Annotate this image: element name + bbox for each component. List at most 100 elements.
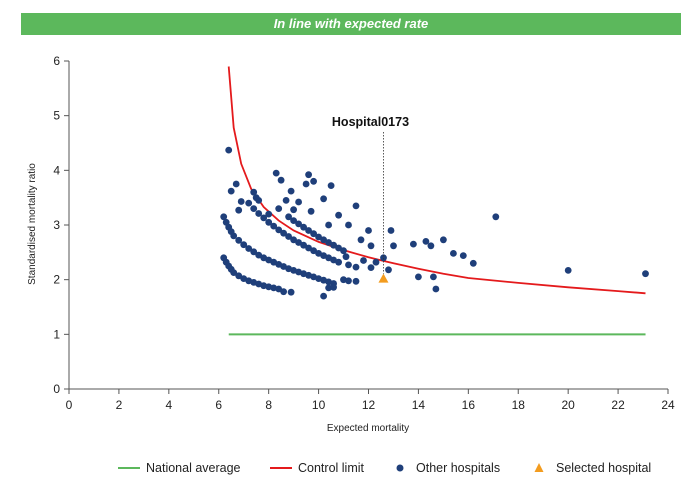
other-hospital-point: [280, 229, 287, 237]
other-hospital-point: [352, 263, 360, 271]
other-hospital-point: [365, 227, 372, 234]
other-hospital-point: [250, 205, 258, 213]
other-hospital-point: [335, 211, 342, 219]
other-hospital-point: [285, 233, 292, 240]
other-hospital-point: [220, 213, 228, 221]
other-hospital-point: [250, 248, 258, 256]
other-hospital-point: [432, 285, 440, 293]
control-limit-line: [227, 66, 646, 295]
other-hospital-point: [642, 270, 649, 278]
other-hospital-point: [310, 230, 317, 238]
x-tick-label: 16: [462, 398, 476, 412]
y-axis-label: Standardised mortality ratio: [27, 163, 38, 285]
other-hospital-point: [255, 251, 263, 259]
other-hospital-point: [240, 241, 248, 249]
other-hospital-point: [427, 242, 435, 250]
other-hospital-point: [357, 236, 365, 244]
x-tick-label: 10: [312, 398, 326, 412]
x-tick-label: 6: [215, 398, 222, 412]
legend-selected-hospital-label: Selected hospital: [556, 461, 651, 475]
other-hospital-point: [422, 238, 430, 245]
other-hospital-point: [265, 218, 273, 226]
selected-hospital-name: Hospital0173: [332, 115, 409, 129]
y-tick-label: 0: [53, 382, 60, 396]
other-hospital-point: [345, 277, 352, 285]
control-limit-series: [227, 66, 646, 295]
other-hospital-point: [305, 227, 312, 234]
x-tick-label: 8: [265, 398, 272, 412]
other-hospital-point: [255, 210, 263, 217]
other-hospital-point: [230, 232, 238, 240]
other-hospital-point: [469, 259, 477, 267]
other-hospital-point: [305, 244, 312, 252]
other-hospital-point: [372, 258, 380, 266]
y-tick-label: 3: [53, 218, 60, 232]
x-tick-label: 18: [512, 398, 526, 412]
other-hospital-point: [325, 221, 332, 229]
other-hospital-point: [345, 261, 352, 269]
other-hospital-point: [232, 180, 240, 188]
x-tick-label: 2: [116, 398, 123, 412]
other-hospital-point: [367, 264, 375, 271]
other-hospital-point: [330, 283, 337, 291]
other-hospital-point: [310, 177, 317, 185]
status-banner: In line with expected rate: [21, 13, 681, 35]
x-tick-label: 22: [611, 398, 625, 412]
x-tick-label: 12: [362, 398, 376, 412]
other-hospital-point: [310, 247, 317, 255]
selected-hospital-annotation: Hospital0173: [332, 115, 409, 274]
other-hospital-point: [295, 198, 302, 206]
other-hospital-point: [340, 247, 347, 255]
other-hospital-point: [250, 188, 258, 196]
other-hospital-point: [300, 241, 307, 249]
other-hospital-point: [300, 223, 307, 231]
y-tick-label: 6: [53, 54, 60, 68]
other-hospital-point: [287, 187, 295, 195]
other-hospital-point: [320, 195, 327, 203]
other-hospital-point: [430, 273, 437, 281]
legend-national-average-label: National average: [146, 461, 241, 475]
other-hospital-point: [352, 277, 360, 285]
x-tick-label: 24: [661, 398, 675, 412]
other-hospital-point: [290, 217, 297, 225]
other-hospital-point: [282, 197, 290, 204]
y-tick-label: 4: [53, 163, 60, 177]
other-hospitals-series: [220, 146, 649, 300]
other-hospital-point: [380, 254, 387, 262]
x-axis-label: Expected mortality: [327, 423, 409, 434]
other-hospital-point: [410, 240, 417, 248]
other-hospital-point: [345, 221, 352, 229]
other-hospital-point: [352, 202, 360, 210]
other-hospital-point: [295, 239, 302, 246]
x-tick-label: 14: [412, 398, 426, 412]
other-hospital-point: [285, 213, 292, 221]
selected-hospital-point: [378, 273, 389, 283]
legend: National average Control limit Other hos…: [118, 461, 651, 475]
other-hospital-point: [415, 273, 422, 281]
other-hospital-point: [492, 213, 500, 221]
y-tick-label: 1: [53, 327, 60, 341]
other-hospital-point: [230, 269, 238, 276]
other-hospital-point: [440, 236, 447, 244]
other-hospital-point: [367, 242, 375, 250]
other-hospital-point: [290, 206, 297, 214]
x-tick-label: 4: [165, 398, 172, 412]
other-hospital-point: [277, 176, 285, 184]
other-hospital-point: [459, 252, 467, 259]
other-hospital-point: [307, 207, 315, 215]
other-hospital-point: [564, 267, 572, 274]
legend-other-hospitals-label: Other hospitals: [416, 461, 500, 475]
other-hospital-point: [272, 169, 280, 177]
other-hospital-point: [275, 226, 283, 234]
legend-other-hospitals-swatch: [396, 464, 404, 472]
other-hospital-point: [327, 182, 335, 190]
other-hospital-point: [385, 266, 392, 274]
other-hospital-point: [287, 288, 295, 296]
other-hospital-point: [290, 236, 297, 244]
other-hospital-point: [390, 242, 397, 250]
other-hospital-point: [320, 236, 327, 244]
other-hospital-point: [225, 146, 233, 154]
legend-selected-hospital-swatch: [534, 463, 544, 472]
